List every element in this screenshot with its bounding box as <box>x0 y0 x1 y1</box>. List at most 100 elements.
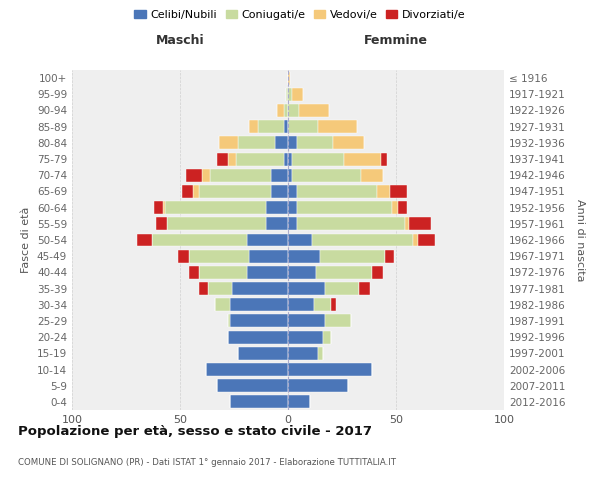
Bar <box>199 185 271 198</box>
Bar <box>372 266 383 279</box>
Bar <box>182 185 193 198</box>
Bar <box>409 218 431 230</box>
Bar <box>178 250 188 262</box>
Bar <box>288 330 323 344</box>
Bar <box>202 169 210 181</box>
Bar <box>292 88 303 101</box>
Bar <box>154 201 163 214</box>
Y-axis label: Anni di nascita: Anni di nascita <box>575 198 585 281</box>
Bar <box>217 379 288 392</box>
Text: Maschi: Maschi <box>155 34 205 48</box>
Bar <box>227 314 230 328</box>
Bar <box>299 104 329 117</box>
Y-axis label: Fasce di età: Fasce di età <box>22 207 31 273</box>
Bar <box>325 314 350 328</box>
Bar <box>316 266 372 279</box>
Bar <box>288 136 296 149</box>
Bar <box>152 234 247 246</box>
Bar <box>331 298 335 311</box>
Bar <box>392 201 398 214</box>
Bar <box>288 298 314 311</box>
Bar <box>288 72 290 85</box>
Text: Popolazione per età, sesso e stato civile - 2017: Popolazione per età, sesso e stato civil… <box>18 425 372 438</box>
Bar <box>323 330 331 344</box>
Bar <box>418 234 435 246</box>
Bar <box>288 282 325 295</box>
Bar <box>288 379 349 392</box>
Bar <box>288 250 320 262</box>
Bar <box>199 282 208 295</box>
Bar <box>296 218 404 230</box>
Bar <box>208 282 232 295</box>
Bar <box>312 234 413 246</box>
Bar <box>206 363 288 376</box>
Bar <box>165 201 266 214</box>
Bar <box>288 363 372 376</box>
Bar <box>288 152 292 166</box>
Bar <box>227 152 236 166</box>
Bar <box>296 185 377 198</box>
Bar <box>271 169 288 181</box>
Bar <box>167 218 266 230</box>
Bar <box>230 314 288 328</box>
Bar <box>238 136 275 149</box>
Bar <box>188 266 199 279</box>
Bar <box>318 120 357 133</box>
Bar <box>344 152 381 166</box>
Bar <box>217 152 227 166</box>
Bar <box>288 201 296 214</box>
Bar <box>296 136 334 149</box>
Bar <box>325 282 359 295</box>
Bar <box>215 298 230 311</box>
Bar <box>219 136 238 149</box>
Bar <box>187 169 202 181</box>
Bar <box>286 88 288 101</box>
Bar <box>210 169 271 181</box>
Bar <box>334 136 364 149</box>
Bar <box>271 185 288 198</box>
Bar <box>359 282 370 295</box>
Bar <box>266 201 288 214</box>
Bar <box>258 120 284 133</box>
Bar <box>230 396 288 408</box>
Bar <box>137 234 152 246</box>
Bar <box>288 120 318 133</box>
Legend: Celibi/Nubili, Coniugati/e, Vedovi/e, Divorziati/e: Celibi/Nubili, Coniugati/e, Vedovi/e, Di… <box>130 6 470 25</box>
Bar <box>389 185 407 198</box>
Bar <box>288 314 325 328</box>
Bar <box>318 347 323 360</box>
Bar <box>296 201 392 214</box>
Bar <box>277 104 284 117</box>
Bar <box>314 298 331 311</box>
Bar <box>236 152 284 166</box>
Bar <box>288 104 299 117</box>
Bar <box>361 169 383 181</box>
Bar <box>292 152 344 166</box>
Bar <box>284 120 288 133</box>
Bar <box>232 282 288 295</box>
Bar <box>247 266 288 279</box>
Text: Femmine: Femmine <box>364 34 428 48</box>
Bar <box>284 152 288 166</box>
Bar <box>385 250 394 262</box>
Bar <box>288 185 296 198</box>
Bar <box>199 266 247 279</box>
Bar <box>288 88 292 101</box>
Text: COMUNE DI SOLIGNANO (PR) - Dati ISTAT 1° gennaio 2017 - Elaborazione TUTTITALIA.: COMUNE DI SOLIGNANO (PR) - Dati ISTAT 1°… <box>18 458 396 467</box>
Bar <box>398 201 407 214</box>
Bar <box>284 104 288 117</box>
Bar <box>163 201 165 214</box>
Bar <box>288 396 310 408</box>
Bar <box>193 185 199 198</box>
Bar <box>249 120 258 133</box>
Bar <box>413 234 418 246</box>
Bar <box>188 250 249 262</box>
Bar <box>292 169 361 181</box>
Bar <box>227 330 288 344</box>
Bar <box>288 218 296 230</box>
Bar <box>247 234 288 246</box>
Bar <box>230 298 288 311</box>
Bar <box>156 218 167 230</box>
Bar <box>288 266 316 279</box>
Bar <box>266 218 288 230</box>
